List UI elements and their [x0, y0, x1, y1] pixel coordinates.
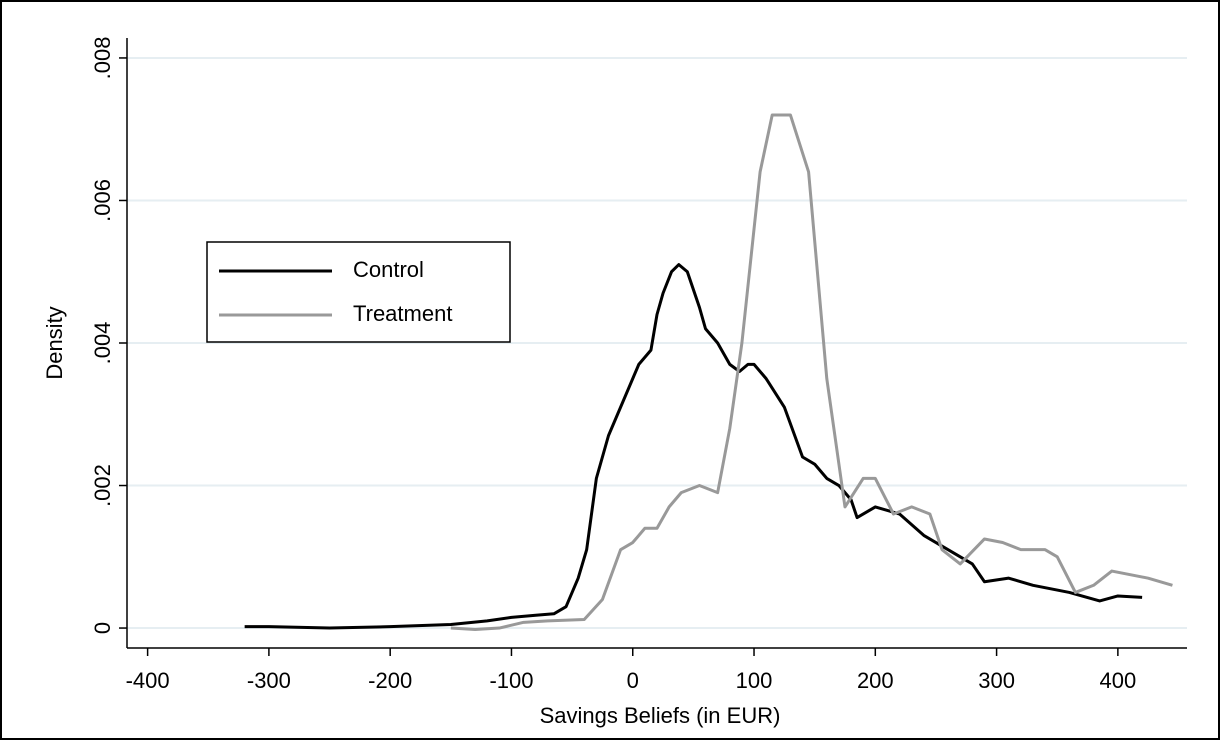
y-tick-label: .004: [90, 322, 115, 365]
x-tick-label: -300: [247, 668, 291, 693]
y-tick-label: 0: [90, 622, 115, 634]
x-tick-label: 100: [736, 668, 773, 693]
y-axis-label: Density: [42, 306, 67, 379]
x-tick-label: -100: [489, 668, 533, 693]
series-line: [450, 113, 1173, 631]
x-axis-label: Savings Beliefs (in EUR): [540, 703, 781, 728]
legend-box: [206, 241, 511, 343]
series-line: [244, 263, 1143, 630]
x-tick-label: -400: [126, 668, 170, 693]
x-tick-label: 400: [1100, 668, 1137, 693]
legend-label: Control: [353, 257, 424, 282]
x-tick-label: 200: [857, 668, 894, 693]
y-tick-label: .006: [90, 179, 115, 222]
legend-label: Treatment: [353, 301, 452, 326]
x-tick-label: 300: [978, 668, 1015, 693]
x-tick-label: -200: [368, 668, 412, 693]
y-tick-label: .002: [90, 464, 115, 507]
x-tick-label: 0: [627, 668, 639, 693]
y-tick-label: .008: [90, 37, 115, 80]
